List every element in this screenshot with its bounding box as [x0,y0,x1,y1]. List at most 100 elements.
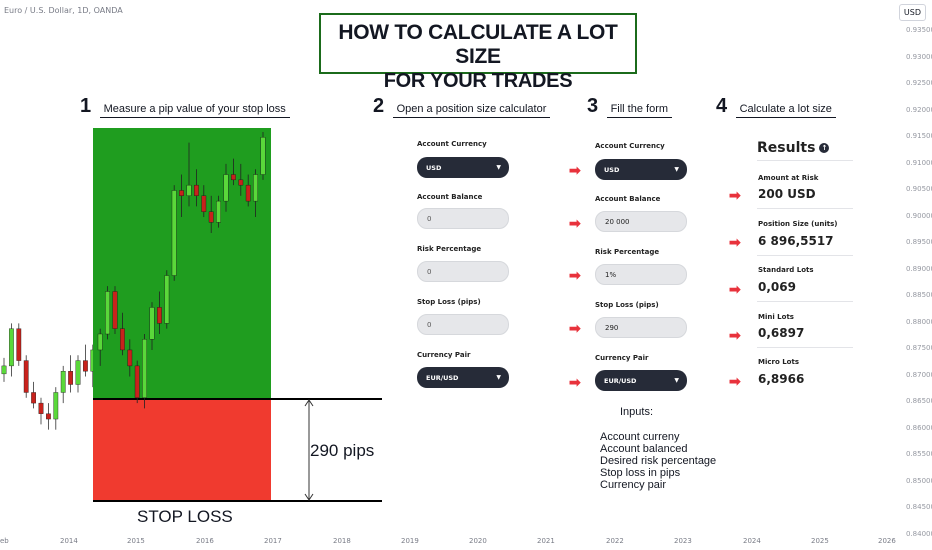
currency-pair-select[interactable]: EUR/USD ▼ [595,370,687,391]
risk-percentage-input[interactable]: 0 [417,261,509,282]
entry-line [93,398,382,400]
currency-pair-label: Currency Pair [417,351,471,359]
time-tick-label: 2023 [674,537,692,545]
account-balance-input[interactable]: 0 [417,208,509,229]
stop-loss-pips-label: Stop Loss (pips) [417,298,481,306]
standard-lots-label: Standard Lots [758,266,814,274]
time-tick-label: 2025 [811,537,829,545]
step-1: 1 Measure a pip value of your stop loss [80,95,290,118]
stop-loss-zone [93,399,271,502]
title-line-2: FOR YOUR TRADES [383,70,573,92]
risk-percentage-label: Risk Percentage [417,245,482,253]
arrow-right-icon: ➡ [569,320,581,336]
account-currency-select[interactable]: USD ▼ [417,157,509,178]
candle-body [1,365,7,375]
candle-body [31,392,36,404]
arrow-right-icon: ➡ [569,374,581,390]
divider [757,301,853,302]
select-value: USD [604,166,620,174]
inputs-list: Account curreny Account balanced Desired… [600,431,716,491]
amount-at-risk-label: Amount at Risk [758,174,819,182]
divider [757,208,853,209]
list-item: Stop loss in pips [600,467,681,479]
candle-body [82,360,88,372]
arrow-right-icon: ➡ [729,281,741,297]
stop-loss-pips-input[interactable]: 0 [417,314,509,335]
pips-label: 290 pips [310,441,375,460]
micro-lots-value: 6,8966 [758,372,805,386]
stop-line [93,500,382,502]
candle-body [38,402,44,414]
step-number: 2 [373,95,385,117]
select-value: USD [426,164,442,172]
account-balance-label: Account Balance [595,195,661,203]
time-tick-label: 2019 [401,537,419,545]
stop-loss-label: STOP LOSS [137,507,233,526]
step-text: Measure a pip value of your stop loss [99,103,290,118]
candle-body [53,392,59,420]
arrow-right-icon: ➡ [569,162,581,178]
caret-down-icon: ▼ [496,164,501,171]
arrow-right-icon: ➡ [569,267,581,283]
candle-body [23,360,29,393]
candle-body [8,328,14,367]
caret-down-icon: ▼ [674,377,679,384]
time-tick-label: 2017 [264,537,282,545]
divider [757,347,853,348]
candle-body [16,328,22,361]
time-tick-label: 2014 [60,537,78,545]
time-tick-label: eb [0,537,9,545]
candle-body [75,360,81,385]
time-tick-label: 2020 [469,537,487,545]
stop-loss-pips-label: Stop Loss (pips) [595,301,659,309]
position-size-value: 6 896,5517 [758,234,834,248]
info-icon[interactable]: ↑ [819,143,830,153]
list-item: Currency pair [600,479,667,491]
price-tick-label: 0.84000 [906,529,932,538]
step-text: Open a position size calculator [392,103,551,118]
caret-down-icon: ▼ [674,166,679,173]
account-currency-label: Account Currency [595,142,665,150]
divider [757,160,853,161]
stop-loss-pips-input[interactable]: 290 [595,317,687,338]
account-currency-select[interactable]: USD ▼ [595,159,687,180]
account-currency-label: Account Currency [417,140,487,148]
currency-badge[interactable]: USD [898,4,926,21]
currency-pair-select[interactable]: EUR/USD ▼ [417,367,509,388]
arrow-right-icon: ➡ [729,373,741,389]
profit-zone [93,128,271,399]
risk-percentage-input[interactable]: 1% [595,264,687,285]
step-number: 1 [80,95,92,117]
results-title: Results ↑ [757,140,830,156]
step-2: 2 Open a position size calculator [373,95,551,118]
candle-body [68,371,74,385]
risk-percentage-label: Risk Percentage [595,248,660,256]
currency-pair-label: Currency Pair [595,354,649,362]
step-number: 3 [587,95,599,117]
account-balance-input[interactable]: 20 000 [595,211,687,232]
list-item: Desired risk percentage [600,455,717,467]
step-3: 3 Fill the form [587,95,673,118]
candle-body [60,371,66,393]
time-tick-label: 2022 [606,537,624,545]
time-tick-label: 2026 [878,537,896,545]
arrow-right-icon: ➡ [729,327,741,343]
select-value: EUR/USD [604,377,637,385]
title-line-1: HOW TO CALCULATE A LOT SIZE [338,21,618,68]
arrow-right-icon: ➡ [569,215,581,231]
inputs-title: Inputs: [620,406,654,418]
